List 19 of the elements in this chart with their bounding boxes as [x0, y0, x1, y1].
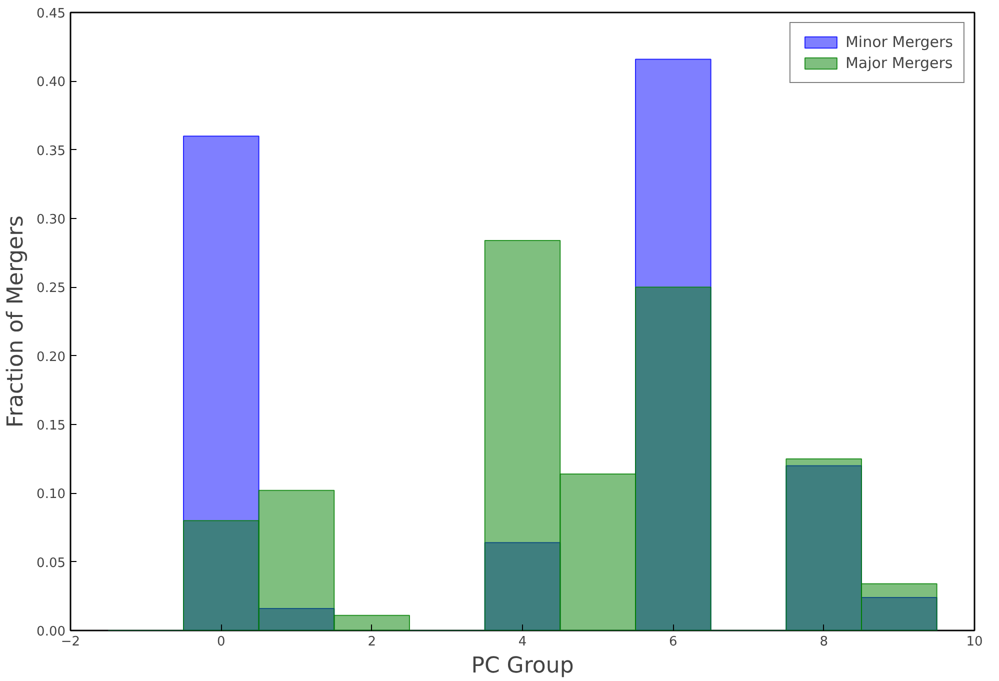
y-tick-label: 0.15	[36, 418, 66, 434]
y-tick-label: 0.25	[36, 281, 66, 296]
y-tick-label: 0.10	[36, 487, 66, 502]
x-tick-label: 4	[518, 634, 527, 650]
y-tick-label: 0.20	[36, 350, 66, 365]
y-axis-title: Fraction of Mergers	[4, 215, 29, 428]
x-tick-label: 10	[966, 634, 983, 650]
y-tick-label: 0.05	[36, 556, 66, 571]
x-tick-label: 6	[669, 634, 678, 650]
x-tick-label: 2	[368, 634, 376, 650]
y-tick-label: 0.40	[36, 75, 66, 90]
legend-label: Minor Mergers	[845, 33, 953, 51]
y-tick-label: 0.45	[36, 6, 66, 22]
x-tick-label: 8	[820, 634, 828, 650]
x-tick-label: 0	[217, 634, 226, 650]
legend-label: Major Mergers	[845, 54, 953, 72]
x-axis-title: PC Group	[471, 654, 574, 678]
y-tick-label: 0.35	[36, 144, 66, 159]
y-tick-label: 0.30	[36, 212, 66, 228]
